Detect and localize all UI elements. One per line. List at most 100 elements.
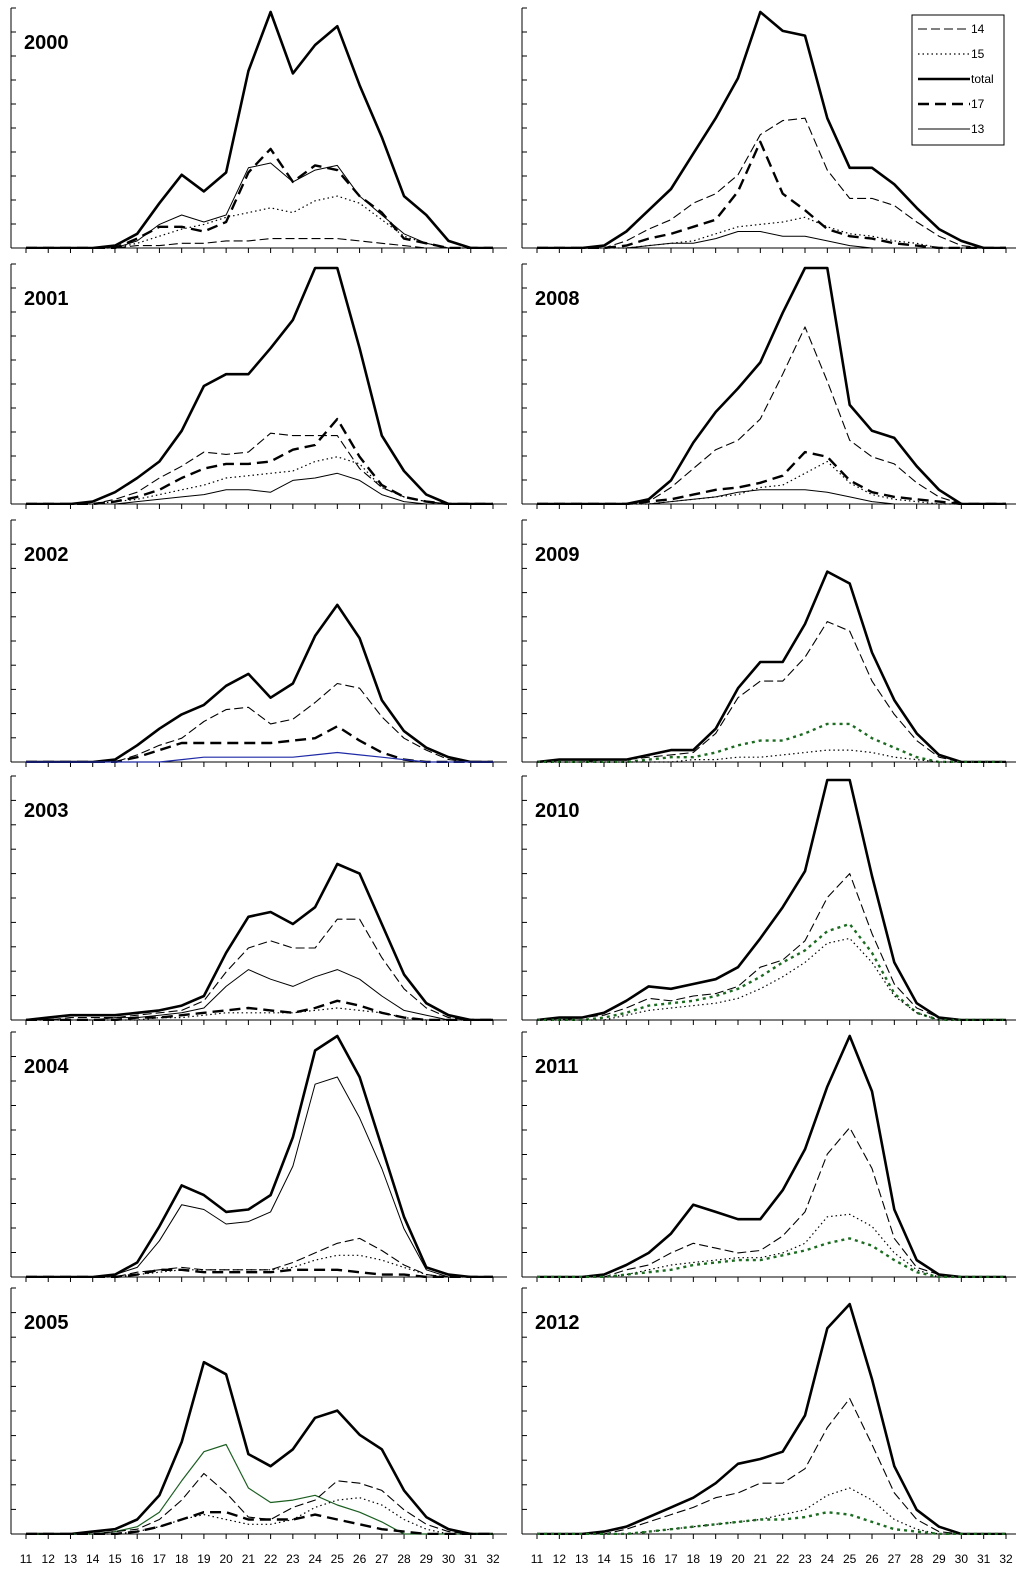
panel-title: 2002	[24, 544, 69, 566]
panel-title: 2008	[535, 288, 580, 310]
panel-title: 2001	[24, 288, 69, 310]
x-tick-label: 28	[397, 1552, 411, 1566]
x-tick-label: 31	[977, 1552, 991, 1566]
legend-label: 17	[971, 97, 985, 111]
series-line-dash	[537, 1397, 1006, 1535]
x-tick-label: 25	[331, 1552, 345, 1566]
x-tick-label: 15	[108, 1552, 122, 1566]
series-line-total	[26, 10, 493, 249]
x-tick-label: 13	[64, 1552, 78, 1566]
panel-2001: 2001	[10, 263, 507, 509]
panel-2008: 2008	[521, 263, 1016, 509]
x-tick-label: 26	[865, 1552, 879, 1566]
series-line-thin	[26, 969, 493, 1021]
panel-title: 2003	[24, 800, 69, 822]
series-line-gdot	[537, 722, 1006, 763]
series-line-thin	[26, 162, 493, 249]
x-tick-label: 22	[776, 1552, 790, 1566]
panel-2009: 2009	[521, 519, 1016, 767]
series-line-dash	[537, 621, 1006, 763]
series-line-gdot	[537, 1510, 1006, 1535]
x-tick-label: 18	[175, 1552, 189, 1566]
x-tick-label: 27	[375, 1552, 389, 1566]
series-line-green	[26, 1443, 493, 1535]
x-tick-label: 29	[420, 1552, 434, 1566]
panel-2000: 2000	[10, 7, 507, 253]
series-line-total	[536, 778, 1006, 1021]
panel-title: 2010	[535, 800, 580, 822]
series-line-dot	[537, 460, 1006, 505]
series-line-dash	[26, 682, 493, 763]
series-line-thin	[537, 231, 1006, 249]
series-line-total	[26, 1034, 493, 1278]
series-line-dot	[537, 749, 1006, 763]
series-line-total	[537, 10, 1006, 249]
legend-label: 15	[971, 47, 985, 61]
panel-title: 2005	[24, 1312, 69, 1334]
series-line-bigdash	[537, 140, 1006, 249]
panel-2004: 2004	[10, 1031, 507, 1282]
x-tick-label: 14	[86, 1552, 100, 1566]
panel-title: 2000	[24, 32, 69, 54]
x-tick-label: 19	[709, 1552, 723, 1566]
x-tick-label: 30	[955, 1552, 969, 1566]
panel-title: 2009	[535, 544, 580, 566]
panel-2002: 2002	[10, 519, 507, 767]
x-tick-label: 19	[197, 1552, 211, 1566]
x-tick-label: 25	[843, 1552, 857, 1566]
panel-2005: 2005 11 12 13 14 15 16 17 18 19 20 21 22 23 24 25 26 27 28…	[10, 1287, 507, 1566]
x-tick-label: 27	[888, 1552, 902, 1566]
series-line-dot	[26, 1497, 493, 1535]
x-tick-label: 17	[664, 1552, 678, 1566]
x-tick-label: 15	[620, 1552, 634, 1566]
x-tick-label: 12	[553, 1552, 567, 1566]
series-line-bigdash	[26, 1268, 493, 1278]
series-line-dot	[26, 195, 493, 249]
x-tick-label: 11	[20, 1552, 33, 1566]
series-line-thin	[537, 489, 1006, 505]
x-tick-label: 20	[219, 1552, 233, 1566]
x-tick-label: 32	[486, 1552, 500, 1566]
x-tick-label: 29	[932, 1552, 946, 1566]
x-tick-label: 14	[597, 1552, 611, 1566]
x-tick-label: 21	[242, 1552, 256, 1566]
series-line-dot	[537, 1487, 1006, 1535]
legend: 14 15 total 17 13	[911, 14, 1005, 146]
series-line-bigdash	[26, 1510, 493, 1535]
series-line-dot	[26, 1007, 493, 1021]
x-tick-label: 21	[754, 1552, 768, 1566]
x-tick-label: 22	[264, 1552, 278, 1566]
series-line-total	[536, 570, 1006, 763]
x-tick-label: 24	[308, 1552, 322, 1566]
x-tick-label: 31	[464, 1552, 478, 1566]
series-line-bigdash	[537, 450, 1006, 505]
x-tick-label: 32	[999, 1552, 1013, 1566]
series-line-dash	[26, 238, 493, 249]
panel-2011: 2011	[521, 1031, 1016, 1282]
series-line-total	[537, 1302, 1006, 1535]
panel-2003: 2003	[10, 775, 507, 1025]
series-line-total	[25, 862, 493, 1021]
legend-label: 13	[971, 122, 985, 136]
x-tick-label: 23	[798, 1552, 812, 1566]
series-line-dash	[537, 117, 1006, 249]
x-tick-label: 28	[910, 1552, 924, 1566]
series-line-dash	[537, 326, 1006, 505]
series-line-blue	[26, 751, 493, 763]
series-line-thin	[26, 472, 493, 505]
panel-2012: 2012 11 12 13 14 15 16 17 18 19 20 21 22 23 24 25 26 27 28…	[521, 1287, 1016, 1566]
panel-title: 2012	[535, 1312, 580, 1334]
x-tick-label: 18	[687, 1552, 701, 1566]
panel-top-right	[521, 7, 1016, 253]
x-tick-label: 16	[131, 1552, 145, 1566]
series-line-total	[26, 603, 493, 763]
panel-title: 2011	[535, 1056, 578, 1078]
series-line-total	[537, 1034, 1006, 1278]
panel-2010: 2010	[521, 775, 1016, 1025]
series-line-dash	[537, 873, 1006, 1021]
series-line-dash	[537, 1127, 1006, 1278]
panel-title: 2004	[24, 1056, 69, 1078]
series-line-bigdash	[26, 147, 493, 249]
series-line-gdot	[537, 922, 1006, 1021]
